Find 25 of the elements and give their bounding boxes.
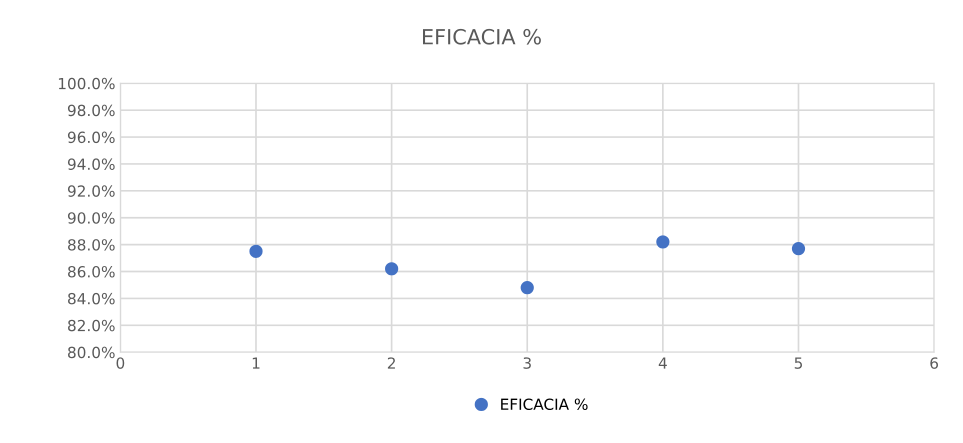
y-tick-label: 84.0%	[68, 292, 115, 304]
point	[520, 281, 534, 294]
y-tick-label: 86.0%	[68, 266, 115, 278]
y-tick-label: 80.0%	[68, 346, 115, 358]
y-tick-label: 88.0%	[68, 239, 115, 251]
x-tick-label: 6	[930, 357, 938, 369]
x-tick-label: 0	[116, 357, 124, 369]
chart-title: EFICACIA %	[423, 28, 541, 45]
x-tick-label: 2	[388, 357, 395, 369]
y-tick-label: 82.0%	[68, 320, 115, 332]
y-tick-label: 92.0%	[68, 185, 115, 197]
point	[792, 242, 806, 256]
point	[656, 235, 670, 249]
x-tick-label: 1	[252, 358, 260, 369]
x-tick-label: 3	[524, 357, 531, 369]
x-tick-label: 5	[794, 358, 802, 369]
y-tick-label: 100.0%	[58, 78, 115, 90]
y-tick-label: 96.0%	[68, 132, 115, 144]
legend-label: EFICACIA %	[501, 398, 588, 410]
y-tick-label: 94.0%	[68, 158, 115, 170]
x-tick-label: 4	[658, 358, 667, 369]
point	[249, 244, 263, 258]
y-tick-label: 90.0%	[68, 212, 115, 224]
point	[385, 262, 398, 276]
y-tick-label: 98.0%	[68, 104, 115, 116]
